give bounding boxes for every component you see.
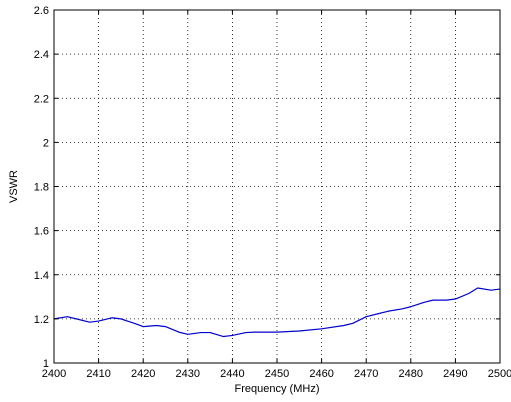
x-tick-label: 2450 bbox=[265, 368, 289, 380]
grid bbox=[54, 10, 500, 363]
x-tick-label: 2490 bbox=[443, 368, 467, 380]
x-tick-label: 2460 bbox=[309, 368, 333, 380]
x-tick-label: 2440 bbox=[220, 368, 244, 380]
x-tick-labels: 2400 2410 2420 2430 2440 2450 2460 2470 2480 2490… bbox=[42, 368, 511, 380]
y-tick-label: 1.6 bbox=[34, 226, 49, 238]
y-axis-label: VSWR bbox=[8, 170, 20, 203]
y-tick-label: 1 bbox=[43, 358, 49, 370]
ticks bbox=[53, 9, 501, 364]
y-tick-labels: 1 1.2 1.4 1.6 1.8 2 2.2 2.4 2.6 bbox=[34, 5, 49, 370]
y-tick-label: 1.8 bbox=[34, 182, 49, 194]
y-tick-label: 2.2 bbox=[34, 93, 49, 105]
y-tick-label: 1.4 bbox=[34, 270, 49, 282]
x-tick-label: 2470 bbox=[354, 368, 378, 380]
x-tick-label: 2500 bbox=[488, 368, 511, 380]
x-tick-label: 2430 bbox=[176, 368, 200, 380]
x-tick-label: 2410 bbox=[86, 368, 110, 380]
vswr-series-line bbox=[53, 287, 501, 338]
x-tick-label: 2400 bbox=[42, 368, 66, 380]
y-tick-label: 2.6 bbox=[34, 5, 49, 17]
series-layer bbox=[53, 287, 501, 338]
x-tick-label: 2420 bbox=[131, 368, 155, 380]
y-tick-label: 1.2 bbox=[34, 314, 49, 326]
y-tick-label: 2.4 bbox=[34, 49, 49, 61]
x-tick-label: 2480 bbox=[399, 368, 423, 380]
y-tick-label: 2 bbox=[43, 137, 49, 149]
x-axis-label: Frequency (MHz) bbox=[235, 383, 320, 395]
